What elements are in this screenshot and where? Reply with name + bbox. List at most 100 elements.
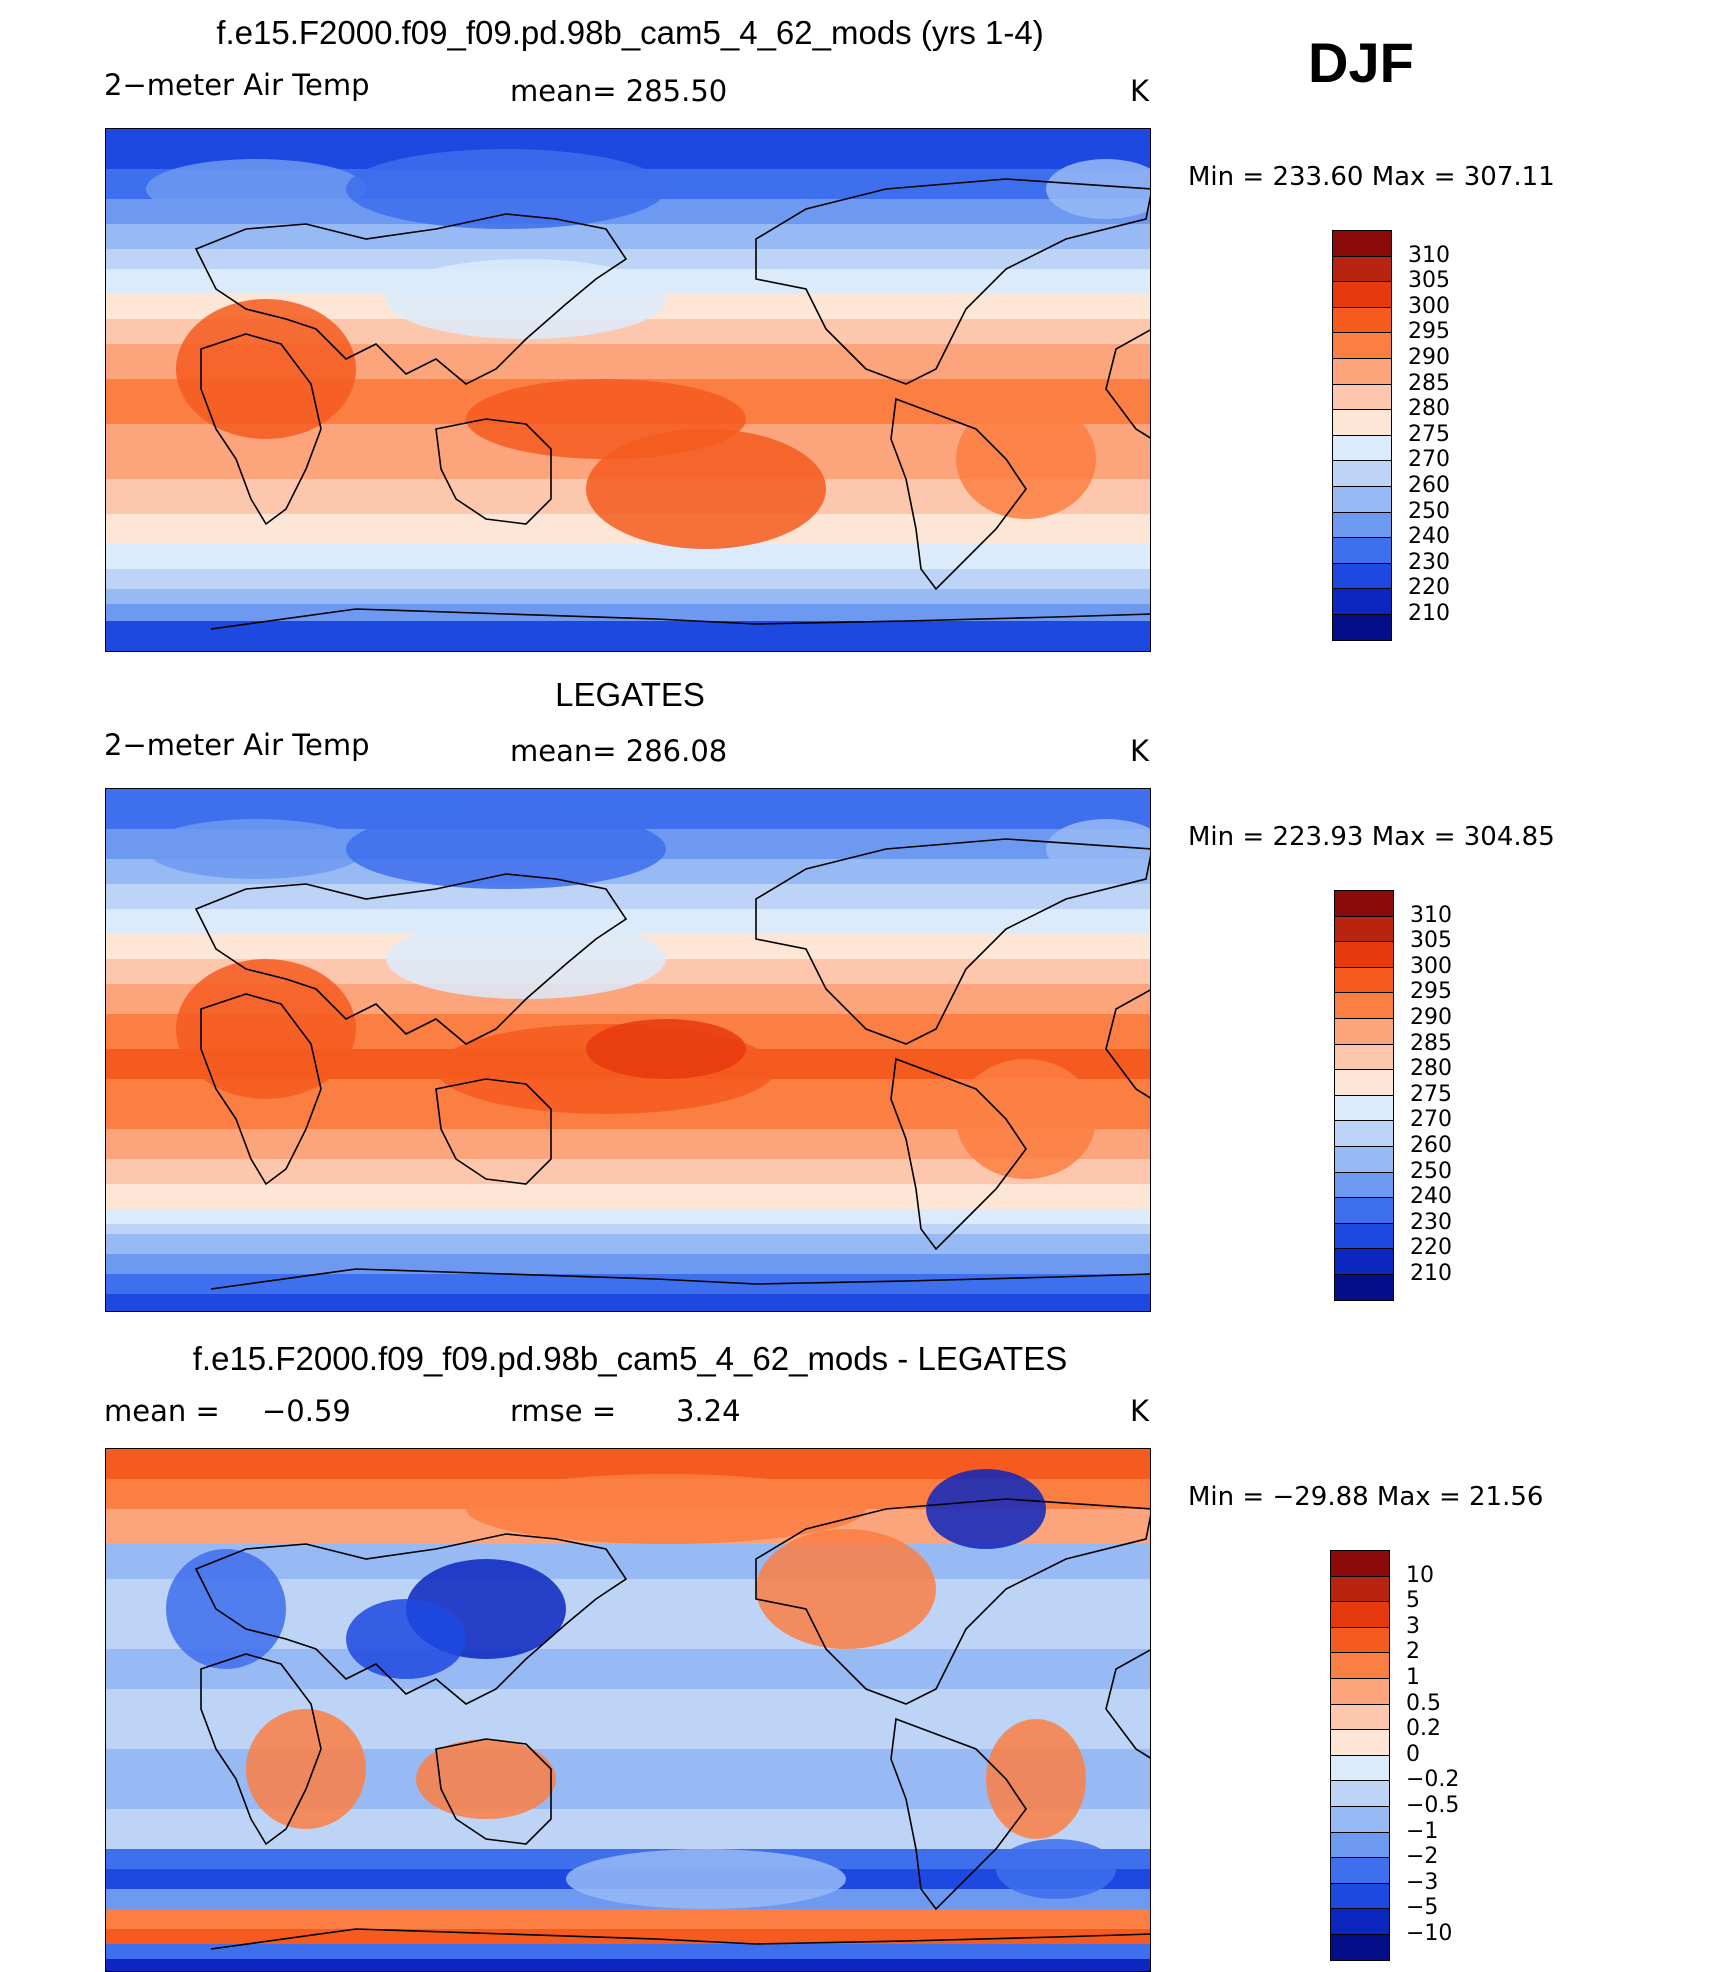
map-field-region xyxy=(956,399,1096,519)
coastline xyxy=(1105,1649,1150,1759)
panel-1-title: f.e15.F2000.f09_f09.pd.98b_cam5_4_62_mod… xyxy=(216,14,1044,51)
colorbar-tick-label: 270 xyxy=(1410,1107,1452,1133)
colorbar-swatch xyxy=(1334,1146,1394,1173)
colorbar-tick-label: 285 xyxy=(1408,370,1450,396)
panel-1-variable: 2−meter Air Temp xyxy=(104,68,370,102)
colorbar-tick-label: 300 xyxy=(1410,953,1452,979)
map-field-region xyxy=(176,959,356,1099)
colorbar-swatch xyxy=(1332,281,1392,308)
colorbar-swatch xyxy=(1330,1703,1390,1731)
coastline xyxy=(755,1498,1150,1705)
colorbar-swatch xyxy=(1332,230,1392,257)
colorbar-swatch xyxy=(1330,1934,1390,1961)
map-field-region xyxy=(146,819,366,879)
map-field-region xyxy=(386,259,666,339)
colorbar-swatch xyxy=(1330,1678,1390,1705)
map-field-band xyxy=(106,1909,1150,1929)
colorbar-tick-label: 250 xyxy=(1408,498,1450,524)
map-field-region xyxy=(146,159,366,219)
coastline xyxy=(890,397,1027,591)
panel-2-variable: 2−meter Air Temp xyxy=(104,728,370,762)
map-field-region xyxy=(926,1469,1046,1549)
colorbar-swatch xyxy=(1330,1652,1390,1679)
panel-2-units: K xyxy=(1130,734,1150,768)
colorbar-swatch xyxy=(1334,1120,1394,1147)
panel-2-minmax: Min = 223.93 Max = 304.85 xyxy=(1188,822,1555,852)
panel-1-mean: mean= 285.50 xyxy=(510,74,728,108)
colorbar-swatch xyxy=(1332,562,1392,590)
colorbar-tick-label: 230 xyxy=(1408,549,1450,575)
map-field-band xyxy=(106,909,1150,934)
colorbar-swatch xyxy=(1334,890,1394,917)
colorbar-swatch xyxy=(1332,255,1392,283)
map-field-band xyxy=(106,621,1150,651)
coastline xyxy=(435,1738,552,1845)
colorbar-tick-label: 310 xyxy=(1408,242,1450,268)
colorbar-tick-label: 280 xyxy=(1410,1056,1452,1082)
panel-2-colorbar: 310 305 300 295 290 285 280 275 270 260 250 240 230 2… xyxy=(1334,890,1554,1302)
panel-2-map xyxy=(105,788,1151,1312)
colorbar-tick-label: 210 xyxy=(1408,601,1450,626)
colorbar-tick-label: 305 xyxy=(1410,928,1452,954)
colorbar-swatch xyxy=(1334,1248,1394,1275)
panel-3-title: f.e15.F2000.f09_f09.pd.98b_cam5_4_62_mod… xyxy=(192,1340,1068,1377)
colorbar-tick-label: −10 xyxy=(1406,1921,1453,1946)
colorbar-swatch xyxy=(1330,1882,1390,1910)
map-field-band xyxy=(106,1959,1150,1971)
coastline xyxy=(194,873,628,1045)
colorbar-tick-label: 310 xyxy=(1410,902,1452,928)
map-field-region xyxy=(1046,159,1150,219)
colorbar-swatch xyxy=(1332,460,1392,487)
panel-1-map xyxy=(105,128,1151,652)
map-field-band xyxy=(106,1544,1150,1579)
panel-3-rmse-label: rmse = xyxy=(510,1394,617,1428)
colorbar-swatch xyxy=(1332,537,1392,564)
map-field-region xyxy=(166,1549,286,1669)
colorbar-tick-label: −0.5 xyxy=(1406,1793,1460,1818)
coastline xyxy=(435,1078,552,1185)
map-field-band xyxy=(106,1294,1150,1311)
map-field-band xyxy=(106,1809,1150,1849)
colorbar-tick-label: 1 xyxy=(1406,1665,1420,1690)
map-field-band xyxy=(106,569,1150,589)
map-field-band xyxy=(106,1234,1150,1254)
colorbar-swatch xyxy=(1330,1806,1390,1833)
colorbar-tick-label: 240 xyxy=(1408,524,1450,550)
panel-3-rmse-value: 3.24 xyxy=(676,1394,741,1428)
colorbar-tick-label: 290 xyxy=(1408,345,1450,370)
colorbar-tick-label: 250 xyxy=(1410,1158,1452,1184)
map-field-region xyxy=(956,1059,1096,1179)
map-field-band xyxy=(106,589,1150,604)
panel-1-colorbar: 310 305 300 295 290 285 280 275 270 260 250 240 230 2… xyxy=(1332,230,1552,642)
colorbar-swatch xyxy=(1334,1043,1394,1071)
map-field-band xyxy=(106,224,1150,249)
colorbar-swatch xyxy=(1332,409,1392,436)
panel-3-map xyxy=(105,1448,1151,1972)
coastline xyxy=(210,608,1150,630)
coastline xyxy=(1105,989,1150,1099)
colorbar-tick-label: 0.5 xyxy=(1406,1690,1441,1716)
colorbar-swatch xyxy=(1330,1908,1390,1935)
map-field-band xyxy=(106,1159,1150,1184)
map-field-region xyxy=(466,1474,866,1544)
colorbar-swatch xyxy=(1332,358,1392,385)
panel-2-mean: mean= 286.08 xyxy=(510,734,728,768)
colorbar-tick-label: 240 xyxy=(1410,1184,1452,1210)
colorbar-tick-label: −3 xyxy=(1406,1869,1439,1895)
map-field-band xyxy=(106,1274,1150,1294)
colorbar-tick-label: 10 xyxy=(1406,1562,1434,1588)
colorbar-tick-label: −5 xyxy=(1406,1895,1439,1921)
coastline xyxy=(890,1057,1027,1251)
colorbar-swatch xyxy=(1334,1018,1394,1045)
colorbar-swatch xyxy=(1330,1550,1390,1577)
panel-1-minmax: Min = 233.60 Max = 307.11 xyxy=(1188,162,1555,192)
colorbar-swatch xyxy=(1330,1857,1390,1884)
colorbar-swatch xyxy=(1332,511,1392,539)
map-field-region xyxy=(246,1709,366,1829)
coastline xyxy=(210,1928,1150,1950)
colorbar-swatch xyxy=(1334,1171,1394,1199)
coastline xyxy=(210,1268,1150,1290)
coastline xyxy=(755,178,1150,385)
colorbar-tick-label: 0.2 xyxy=(1406,1716,1441,1742)
colorbar-tick-label: −2 xyxy=(1406,1844,1439,1870)
